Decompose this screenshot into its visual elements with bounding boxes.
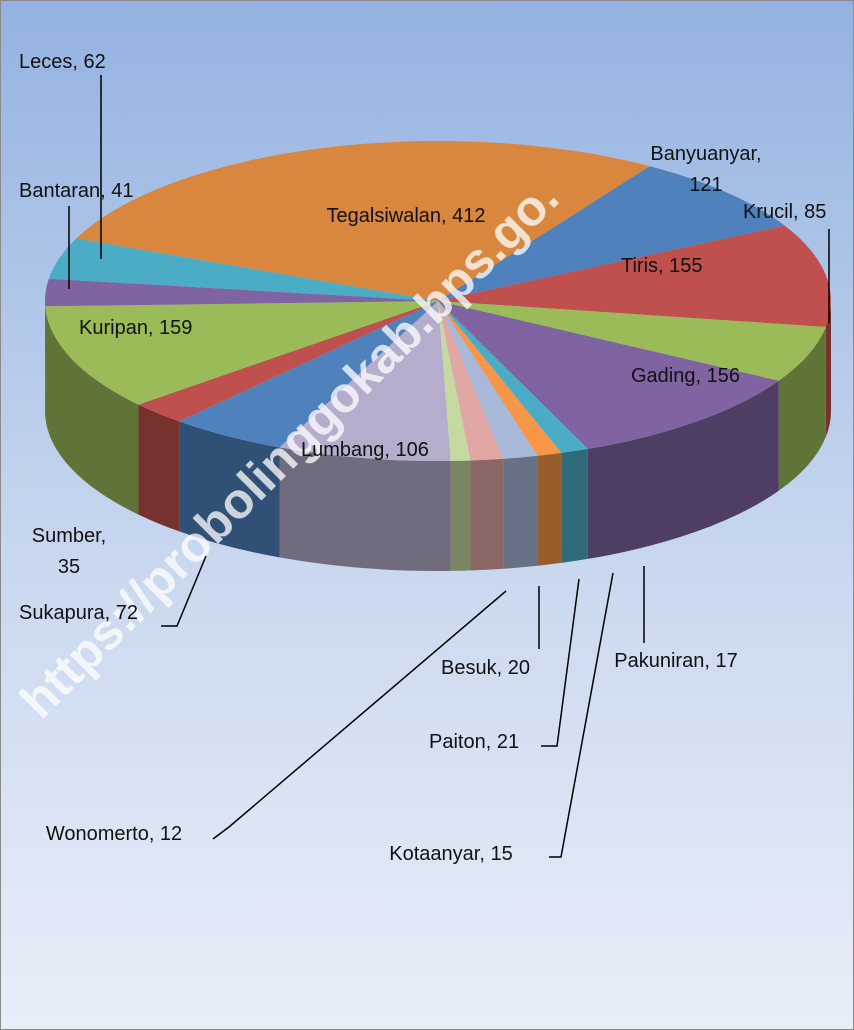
data-label: Kotaanyar, 15 bbox=[389, 843, 513, 865]
data-label: Bantaran, 41 bbox=[19, 180, 134, 202]
slice-side bbox=[561, 448, 588, 563]
slice: Krucil bbox=[438, 301, 826, 381]
data-label: Sumber, 35 bbox=[31, 525, 107, 578]
slice: Lumbang bbox=[279, 301, 451, 461]
slice-side bbox=[778, 326, 826, 491]
leader-line bbox=[549, 572, 614, 858]
data-label: Wonomerto, 12 bbox=[45, 823, 183, 845]
slice-side bbox=[825, 301, 831, 437]
slice: Kotaanyar bbox=[438, 301, 562, 456]
data-label: Lumbang, 106 bbox=[301, 439, 429, 461]
slice-side bbox=[179, 421, 280, 558]
data-label: Kuripan, 159 bbox=[79, 317, 193, 339]
leader-line bbox=[212, 590, 507, 840]
data-label: Paiton, 21 bbox=[429, 731, 520, 753]
data-label: Tegalsiwalan, 412 bbox=[326, 205, 486, 227]
slice: Wonomerto bbox=[438, 301, 471, 461]
data-label: Leces, 62 bbox=[19, 51, 106, 73]
slice-side bbox=[138, 404, 180, 532]
data-label: Besuk, 20 bbox=[441, 657, 530, 679]
data-label: Sukapura, 72 bbox=[19, 602, 138, 624]
data-label: Banyuanyar, 121 bbox=[650, 143, 762, 196]
slice: Gading bbox=[438, 301, 779, 449]
slice-side bbox=[450, 460, 471, 571]
data-label: Pakuniran, 17 bbox=[614, 650, 738, 672]
slice: Sumber bbox=[138, 301, 438, 422]
slice: Leces bbox=[48, 238, 439, 301]
slice: Pakuniran bbox=[438, 301, 588, 453]
data-label: Tiris, 155 bbox=[621, 255, 703, 277]
slice-side bbox=[45, 306, 139, 515]
slice-side bbox=[587, 380, 779, 559]
slice: Bantaran bbox=[45, 278, 439, 307]
leader-line bbox=[161, 555, 207, 627]
slice: Kuripan bbox=[45, 301, 438, 405]
slice: Tiris bbox=[438, 225, 831, 327]
slice-side bbox=[537, 452, 562, 566]
slice-side bbox=[503, 455, 538, 569]
slice: Besuk bbox=[438, 301, 504, 461]
leader-line bbox=[541, 578, 580, 747]
slice-side bbox=[470, 458, 504, 571]
slice: Tegalsiwalan bbox=[76, 140, 650, 301]
slice-side bbox=[279, 447, 451, 571]
data-label: Gading, 156 bbox=[631, 365, 740, 387]
data-label: Krucil, 85 bbox=[743, 201, 827, 223]
slice: Sukapura bbox=[179, 301, 438, 448]
slice: Paiton bbox=[438, 301, 538, 459]
slice: Banyuanyar bbox=[438, 166, 785, 301]
